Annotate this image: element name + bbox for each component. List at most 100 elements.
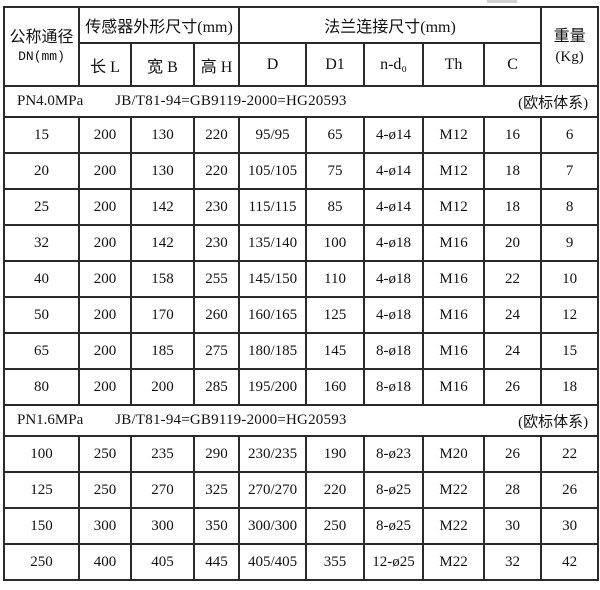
- dimension-spec-table: 公称通径 DN(mm) 传感器外形尺寸(mm) 法兰连接尺寸(mm) 重量 (K…: [2, 6, 600, 581]
- table-cell: 42: [540, 543, 600, 581]
- header-weight: 重量 (Kg): [540, 6, 600, 87]
- table-cell: 270/270: [238, 471, 308, 509]
- table-cell: 230: [192, 224, 241, 262]
- table-cell: 290: [192, 435, 241, 473]
- table-cell: 75: [305, 152, 366, 190]
- table-cell: 8-ø25: [363, 471, 425, 509]
- header-nominal-diameter: 公称通径 DN(mm): [3, 6, 80, 87]
- table-cell: 12-ø25: [363, 543, 425, 581]
- header-length-L: 长 L: [78, 42, 132, 87]
- table-cell: 200: [78, 260, 132, 298]
- table-row: 80 200 200 285 195/200 160 8-ø18 M16 26 18: [3, 368, 600, 406]
- table-cell: 4-ø18: [363, 260, 425, 298]
- table-cell: 195/200: [238, 368, 308, 406]
- table-cell: 300: [78, 507, 132, 545]
- table-cell: 160: [305, 368, 366, 406]
- table-cell: 8-ø18: [363, 332, 425, 370]
- pressure-section-cell: PN4.0MPa JB/T81-94=GB9119-2000=HG20593 (欧标…: [2, 85, 600, 118]
- table-cell: 15: [540, 332, 600, 370]
- table-cell: 158: [130, 260, 195, 298]
- table-cell: 150: [3, 507, 80, 545]
- table-cell: 18: [540, 368, 600, 406]
- table-cell: 142: [130, 188, 195, 226]
- table-cell: 170: [130, 296, 195, 334]
- table-row: 32 200 142 230 135/140 100 4-ø18 M16 20 9: [3, 224, 600, 262]
- table-cell: M12: [422, 116, 486, 154]
- table-cell: 32: [3, 224, 80, 262]
- pressure-rating: PN1.6MPa: [17, 412, 84, 428]
- table-cell: M16: [422, 368, 486, 406]
- table-cell: 8-ø25: [363, 507, 425, 545]
- table-cell: 220: [192, 116, 241, 154]
- table-cell: 110: [305, 260, 366, 298]
- table-cell: 250: [78, 471, 132, 509]
- table-cell: 32: [483, 543, 543, 581]
- table-cell: 100: [305, 224, 366, 262]
- table-row: 25 200 142 230 115/115 85 4-ø14 M12 18 8: [3, 188, 600, 226]
- standard-note: (欧标体系): [518, 414, 589, 430]
- table-cell: 142: [130, 224, 195, 262]
- table-cell: 275: [192, 332, 241, 370]
- table-cell: M12: [422, 188, 486, 226]
- table-cell: 26: [540, 471, 600, 509]
- table-cell: 24: [483, 332, 543, 370]
- table-cell: 300/300: [238, 507, 308, 545]
- table-cell: 250: [3, 543, 80, 581]
- table-cell: 115/115: [238, 188, 308, 226]
- table-cell: 125: [3, 471, 80, 509]
- table-cell: 190: [305, 435, 366, 473]
- table-cell: 7: [540, 152, 600, 190]
- header-width-B: 宽 B: [130, 42, 195, 87]
- table-cell: 30: [540, 507, 600, 545]
- table-row: 50 200 170 260 160/165 125 4-ø18 M16 24 12: [3, 296, 600, 334]
- table-cell: M16: [422, 296, 486, 334]
- table-cell: 18: [483, 188, 543, 226]
- weight-label: 重量: [553, 27, 586, 45]
- table-cell: M16: [422, 332, 486, 370]
- table-cell: 16: [483, 116, 543, 154]
- cropped-text-artifact: [487, 0, 517, 3]
- table-cell: 125: [305, 296, 366, 334]
- table-cell: M16: [422, 224, 486, 262]
- header-D1: D1: [305, 42, 366, 87]
- table-cell: 145/150: [238, 260, 308, 298]
- table-cell: M22: [422, 471, 486, 509]
- table-cell: 355: [305, 543, 366, 581]
- table-cell: 105/105: [238, 152, 308, 190]
- table-cell: 50: [3, 296, 80, 334]
- table-cell: 18: [483, 152, 543, 190]
- table-cell: 20: [3, 152, 80, 190]
- table-cell: 65: [3, 332, 80, 370]
- table-cell: 405/405: [238, 543, 308, 581]
- table-cell: 8-ø18: [363, 368, 425, 406]
- table-cell: 80: [3, 368, 80, 406]
- table-cell: 8-ø23: [363, 435, 425, 473]
- table-cell: 200: [78, 152, 132, 190]
- table-cell: 250: [78, 435, 132, 473]
- table-cell: M12: [422, 152, 486, 190]
- table-cell: 200: [78, 116, 132, 154]
- flange-standard: JB/T81-94=GB9119-2000=HG20593: [115, 412, 347, 428]
- table-cell: 95/95: [238, 116, 308, 154]
- table-cell: 130: [130, 116, 195, 154]
- header-height-H: 高 H: [192, 42, 241, 87]
- table-cell: 4-ø14: [363, 188, 425, 226]
- table-cell: 180/185: [238, 332, 308, 370]
- table-cell: 200: [130, 368, 195, 406]
- header-n-d0: n-d₀: [363, 42, 425, 87]
- nominal-diameter-label: 公称通径: [9, 29, 74, 46]
- table-cell: 270: [130, 471, 195, 509]
- table-cell: 230: [192, 188, 241, 226]
- table-header: 公称通径 DN(mm) 传感器外形尺寸(mm) 法兰连接尺寸(mm) 重量 (K…: [3, 6, 600, 87]
- header-flange-dimensions: 法兰连接尺寸(mm): [238, 6, 543, 44]
- table-cell: 325: [192, 471, 241, 509]
- header-D: D: [238, 42, 308, 87]
- header-row-groups: 公称通径 DN(mm) 传感器外形尺寸(mm) 法兰连接尺寸(mm) 重量 (K…: [3, 6, 600, 87]
- table-cell: 405: [130, 543, 195, 581]
- table-cell: 8: [540, 188, 600, 226]
- table-cell: 220: [192, 152, 241, 190]
- table-cell: 4-ø14: [363, 116, 425, 154]
- table-cell: M22: [422, 507, 486, 545]
- table-cell: 22: [540, 435, 600, 473]
- table-row: 250 400 405 445 405/405 355 12-ø25 M22 32 42: [3, 543, 600, 581]
